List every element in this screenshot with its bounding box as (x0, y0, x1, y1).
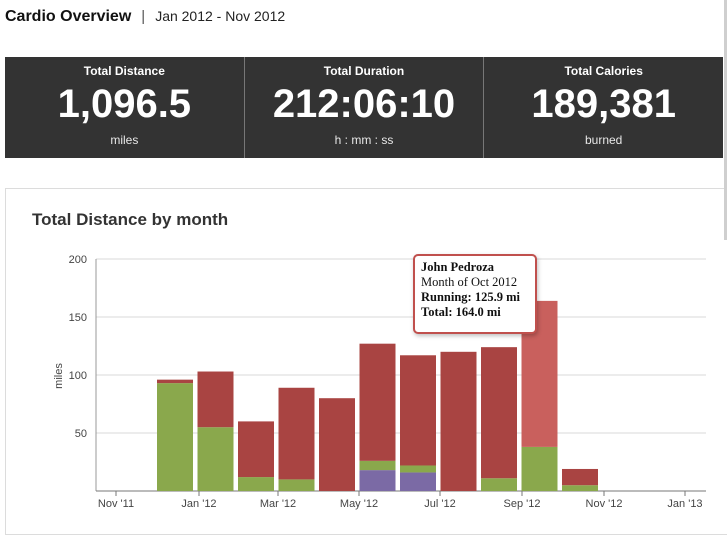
bar-segment (562, 485, 598, 491)
bar-segment (562, 468, 598, 486)
stat-label: Total Distance (83, 64, 165, 78)
stat-total-duration: Total Duration 212:06:10 h : mm : ss (244, 57, 485, 158)
bar-segment (481, 347, 517, 479)
bar-segment (400, 465, 436, 473)
stats-bar: Total Distance 1,096.5 miles Total Durat… (5, 57, 724, 158)
chart-title: Total Distance by month (32, 210, 229, 229)
stat-unit: burned (584, 133, 623, 147)
tooltip-period: Month of Oct 2012 (421, 275, 518, 289)
stat-value: 189,381 (531, 82, 676, 126)
bar-segment (238, 421, 274, 478)
bar-segment (521, 446, 558, 491)
bar-segment (197, 427, 234, 491)
stat-label: Total Duration (323, 64, 405, 78)
x-tick-label: Jul '12 (424, 498, 455, 510)
bar-segment (278, 387, 315, 480)
y-tick-label: 200 (69, 254, 87, 266)
stat-label: Total Calories (564, 64, 643, 78)
stat-unit: h : mm : ss (334, 133, 394, 147)
title-separator: | (141, 8, 146, 25)
stat-total-calories: Total Calories 189,381 burned (484, 57, 724, 158)
scrollbar[interactable] (724, 0, 727, 240)
x-tick-label: Sep '12 (504, 498, 541, 510)
bar-segment (319, 398, 355, 491)
chart-tooltip: John Pedroza Month of Oct 2012 Running: … (413, 254, 537, 334)
stat-value: 212:06:10 (272, 82, 456, 126)
x-tick-label: Nov '12 (586, 498, 623, 510)
bar-segment (359, 470, 396, 491)
x-tick-label: Jan '13 (667, 498, 702, 510)
x-tick-label: Mar '12 (260, 498, 296, 510)
stat-unit: miles (110, 133, 139, 147)
y-tick-label: 50 (75, 428, 87, 440)
x-tick-label: Jan '12 (181, 498, 216, 510)
bar-segment (359, 343, 396, 461)
tooltip-running-label: Running: (421, 290, 472, 304)
bar-segment (278, 479, 315, 491)
bar-segment (400, 355, 436, 466)
x-tick-label: Nov '11 (98, 498, 134, 510)
bar-segment (157, 379, 193, 384)
tooltip-running-value: 125.9 mi (474, 290, 520, 304)
tooltip-name: John Pedroza (421, 260, 495, 274)
bar-segment (197, 371, 234, 428)
x-tick-label: May '12 (340, 498, 378, 510)
bar-segment (359, 460, 396, 471)
y-axis-label: miles (53, 363, 65, 389)
bar-segment (440, 351, 477, 491)
bar-segment (400, 472, 436, 491)
stat-value: 1,096.5 (57, 82, 192, 126)
bar-segment (238, 477, 274, 491)
stat-total-distance: Total Distance 1,096.5 miles (5, 57, 245, 158)
y-tick-label: 100 (69, 370, 87, 382)
bar-segment (157, 383, 193, 491)
date-range: Jan 2012 - Nov 2012 (155, 8, 286, 24)
tooltip-total-value: 164.0 mi (455, 305, 501, 319)
page-title: Cardio Overview (5, 8, 132, 25)
header: Cardio Overview | Jan 2012 - Nov 2012 (5, 8, 285, 30)
tooltip-total-label: Total: (421, 305, 453, 319)
y-tick-label: 150 (69, 312, 87, 324)
bar-segment (481, 478, 517, 491)
